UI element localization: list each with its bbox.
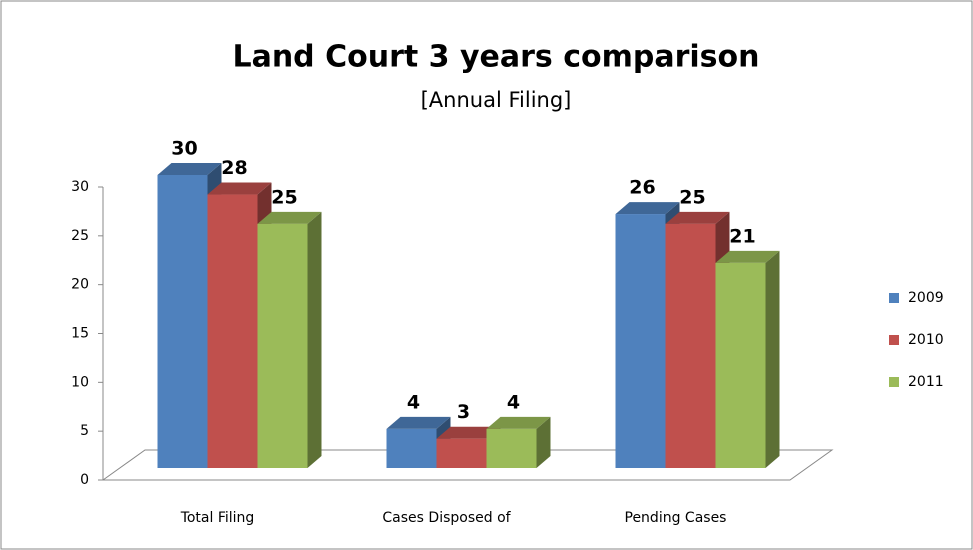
bar-front xyxy=(207,194,258,469)
y-tick-label: 20 xyxy=(71,277,89,293)
data-label: 4 xyxy=(407,391,420,413)
bar-top xyxy=(207,182,272,195)
bar-top xyxy=(386,416,451,429)
bar-top xyxy=(157,163,222,175)
bar-top xyxy=(665,211,730,224)
data-label: 28 xyxy=(221,157,247,179)
y-tick-label: 10 xyxy=(71,374,89,390)
bar-side xyxy=(307,211,322,469)
x-tick-label: Pending Cases xyxy=(625,510,727,526)
bar-front xyxy=(486,428,537,468)
bar-top xyxy=(715,250,780,263)
bar-top xyxy=(436,426,501,439)
bar-front xyxy=(257,223,308,468)
legend-swatch xyxy=(889,377,899,387)
y-tick-label: 25 xyxy=(71,228,89,244)
legend-swatch xyxy=(889,293,899,303)
bar-front xyxy=(157,175,208,468)
data-label: 30 xyxy=(171,138,197,160)
chart-title: Land Court 3 years comparison xyxy=(232,40,759,75)
data-label: 25 xyxy=(271,186,297,208)
bar xyxy=(257,211,322,469)
data-label: 3 xyxy=(457,401,470,423)
bar-side xyxy=(765,250,780,468)
data-label: 21 xyxy=(729,225,755,247)
bar-front xyxy=(386,428,437,468)
legend-label: 2010 xyxy=(908,332,944,348)
legend-swatch xyxy=(889,335,899,345)
floor xyxy=(101,449,834,481)
y-tick-label: 15 xyxy=(71,326,89,342)
data-label: 4 xyxy=(507,391,520,413)
bar-top xyxy=(486,416,551,429)
bar-front xyxy=(665,223,716,468)
legend-label: 2011 xyxy=(908,374,944,390)
x-tick-label: Total Filing xyxy=(180,510,255,526)
bar-front xyxy=(615,214,666,468)
bar-top xyxy=(257,211,322,224)
data-label: 26 xyxy=(629,177,655,199)
data-label: 25 xyxy=(679,186,705,208)
bar-top xyxy=(615,202,680,215)
chart-subtitle: [Annual Filing] xyxy=(421,88,572,112)
bar-front xyxy=(436,438,487,468)
bar-front xyxy=(715,262,766,468)
y-tick-label: 5 xyxy=(80,423,89,439)
y-tick-label: 30 xyxy=(71,179,89,195)
bar xyxy=(486,416,551,468)
legend-label: 2009 xyxy=(908,290,944,306)
y-tick-label: 0 xyxy=(80,472,89,488)
bar xyxy=(715,250,780,468)
x-tick-label: Cases Disposed of xyxy=(382,510,511,526)
bar-side xyxy=(536,416,551,468)
